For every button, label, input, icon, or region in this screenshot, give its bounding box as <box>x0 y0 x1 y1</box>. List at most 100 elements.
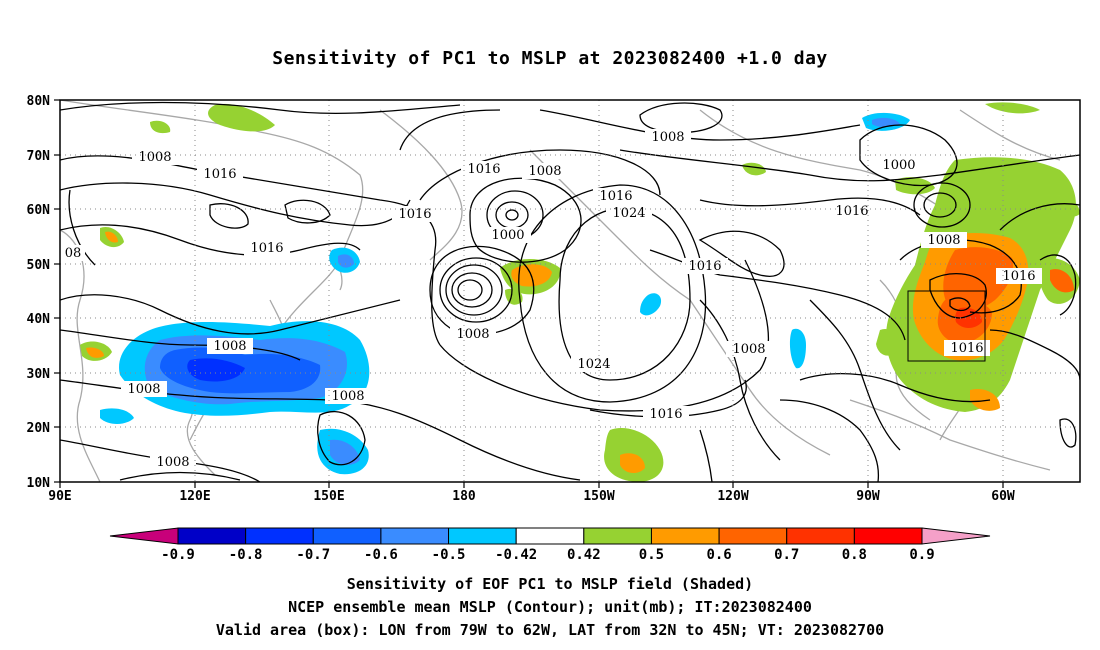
svg-text:1016: 1016 <box>203 167 236 182</box>
colorbar-swatch <box>177 527 247 545</box>
svg-text:1024: 1024 <box>577 357 610 372</box>
svg-text:1016: 1016 <box>467 162 500 177</box>
svg-text:1016: 1016 <box>1002 269 1035 284</box>
longitude-labels: 90E 120E 150E 180 150W 120W 90W 60W <box>48 489 1015 504</box>
colorbar-tick-label: -0.9 <box>161 547 195 563</box>
colorbar-swatch <box>650 527 720 545</box>
colorbar-swatch <box>515 527 585 545</box>
contour-label: 1016 <box>643 406 689 422</box>
colorbar-tick-label: 0.42 <box>567 547 601 563</box>
contour-label: 1008 <box>150 454 196 470</box>
svg-text:1008: 1008 <box>927 233 960 248</box>
svg-text:1016: 1016 <box>599 189 632 204</box>
contour-label: 1016 <box>996 268 1042 284</box>
contour-label: 1008 <box>132 149 178 165</box>
contour-label: 1000 <box>876 157 922 173</box>
colorbar-triangle-high <box>921 527 991 545</box>
lon-label: 150E <box>313 489 344 504</box>
colorbar-tick-label: -0.8 <box>229 547 263 563</box>
colorbar-swatch <box>448 527 517 545</box>
svg-text:1016: 1016 <box>950 341 983 356</box>
svg-text:1008: 1008 <box>651 130 684 145</box>
colorbar-swatch <box>718 527 788 545</box>
lon-label: 150W <box>583 489 614 504</box>
lat-label: 30N <box>27 367 51 382</box>
colorbar-swatch <box>583 527 652 545</box>
contour-label: 08 <box>61 245 85 261</box>
svg-text:1024: 1024 <box>612 206 645 221</box>
latitude-labels: 80N 70N 60N 50N 40N 30N 20N 10N <box>27 94 51 491</box>
colorbar-tick-label: -0.5 <box>432 547 466 563</box>
caption-line-3: Valid area (box): LON from 79W to 62W, L… <box>215 621 885 639</box>
svg-text:1016: 1016 <box>649 407 682 422</box>
contour-label: 1024 <box>571 356 617 372</box>
contour-label: 1008 <box>121 381 167 397</box>
colorbar-labels: -0.9 -0.8 -0.7 -0.6 -0.5 -0.42 0.42 0.5 0.6 0.7 0.… <box>161 547 935 563</box>
contour-label: 1008 <box>207 338 253 354</box>
contour-label: 1016 <box>461 161 507 177</box>
map-title: Sensitivity of PC1 to MSLP at 2023082400… <box>272 48 828 69</box>
svg-text:1008: 1008 <box>138 150 171 165</box>
contour-label: 1016 <box>682 258 728 274</box>
contour-label: 1016 <box>392 206 438 222</box>
colorbar-tick-label: 0.5 <box>639 547 664 563</box>
colorbar-tick-label: 0.8 <box>842 547 867 563</box>
lon-label: 60W <box>991 489 1015 504</box>
svg-text:1016: 1016 <box>250 241 283 256</box>
contour-label: 1008 <box>325 388 371 404</box>
lon-label: 180 <box>452 489 476 504</box>
valid-area-box <box>907 290 986 362</box>
colorbar-swatch <box>245 527 314 545</box>
contour-label: 1016 <box>197 166 243 182</box>
colorbar-tick-label: -0.42 <box>495 547 537 563</box>
colorbar-swatch <box>380 527 450 545</box>
colorbar-tick-label: -0.7 <box>296 547 330 563</box>
positive-sensitivity <box>80 102 1080 482</box>
mslp-contours <box>60 101 1080 482</box>
lat-label: 60N <box>27 203 51 218</box>
lon-label: 90E <box>48 489 71 504</box>
contour-label: 1008 <box>645 129 691 145</box>
lat-label: 80N <box>27 94 51 109</box>
svg-text:1008: 1008 <box>127 382 160 397</box>
contour-label: 1024 <box>606 205 652 221</box>
colorbar-triangle-low <box>109 527 179 545</box>
colorbar <box>109 527 991 545</box>
contour-label: 1008 <box>450 326 496 342</box>
svg-text:1008: 1008 <box>156 455 189 470</box>
contour-label: 1016 <box>829 203 875 219</box>
lat-label: 10N <box>27 476 51 491</box>
lat-label: 70N <box>27 149 51 164</box>
lon-label: 120E <box>179 489 210 504</box>
contour-label: 1016 <box>244 240 290 256</box>
contour-label: 1008 <box>921 232 967 248</box>
lat-label: 50N <box>27 258 51 273</box>
tick-marks <box>54 99 1004 488</box>
colorbar-tick-label: 0.7 <box>774 547 799 563</box>
svg-text:1016: 1016 <box>835 204 868 219</box>
svg-text:1008: 1008 <box>732 342 765 357</box>
map-area: 1008 1016 1008 1016 1016 1016 1008 1008 … <box>60 100 1080 482</box>
graticule <box>60 100 1080 482</box>
svg-text:1008: 1008 <box>528 164 561 179</box>
caption-line-1: Sensitivity of EOF PC1 to MSLP field (Sh… <box>346 575 754 593</box>
contour-label: 1000 <box>485 227 531 243</box>
lon-label: 120W <box>717 489 748 504</box>
svg-text:1000: 1000 <box>882 158 915 173</box>
svg-text:1016: 1016 <box>688 259 721 274</box>
contour-label: 1008 <box>726 341 772 357</box>
lat-label: 20N <box>27 421 51 436</box>
svg-text:1008: 1008 <box>456 327 489 342</box>
colorbar-swatch <box>853 527 923 545</box>
svg-text:1000: 1000 <box>491 228 524 243</box>
colorbar-tick-label: -0.6 <box>364 547 398 563</box>
caption-line-2: NCEP ensemble mean MSLP (Contour); unit(… <box>288 598 812 616</box>
svg-text:08: 08 <box>65 246 82 261</box>
lat-label: 40N <box>27 312 51 327</box>
svg-text:1008: 1008 <box>213 339 246 354</box>
contour-labels: 1008 1016 1008 1016 1016 1016 1008 1008 … <box>61 129 1042 470</box>
contour-label: 1016 <box>593 188 639 204</box>
colorbar-tick-label: 0.9 <box>909 547 934 563</box>
svg-text:1016: 1016 <box>398 207 431 222</box>
